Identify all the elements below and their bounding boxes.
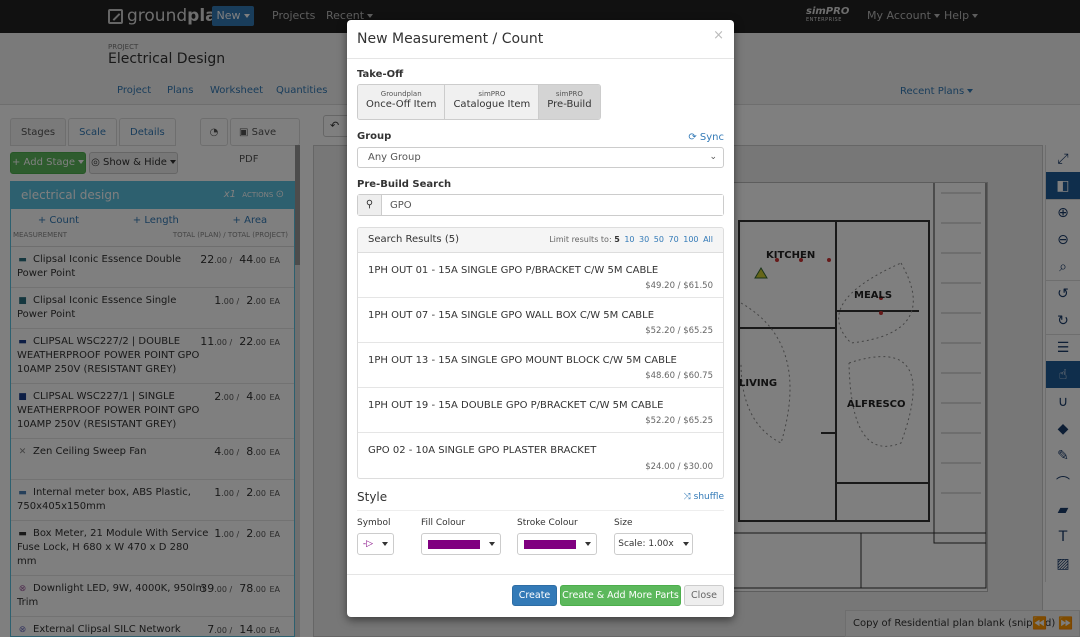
stroke-colour-label: Stroke Colour (517, 518, 578, 528)
symbol-dropdown[interactable]: -▷ (357, 533, 394, 555)
takeoff-once-off-item[interactable]: Groundplan Once-Off Item (358, 85, 446, 119)
results-title: Search Results (5) (368, 234, 459, 245)
limit-option-100[interactable]: 100 (683, 235, 699, 244)
search-icon: ⚲ (358, 195, 382, 215)
fill-colour-label: Fill Colour (421, 518, 466, 528)
group-label: Group (357, 131, 392, 142)
stroke-colour-dropdown[interactable] (517, 533, 597, 555)
chevron-down-icon: ⌄ (709, 152, 717, 162)
size-dropdown[interactable]: Scale: 1.00x (614, 533, 693, 555)
takeoff-label: Take-Off (357, 69, 404, 80)
takeoff-pre-build[interactable]: simPRO Pre-Build (539, 85, 600, 119)
sync-link[interactable]: ⟳ Sync (688, 132, 724, 143)
limit-option-all[interactable]: All (703, 235, 713, 244)
symbol-label: Symbol (357, 518, 391, 528)
shuffle-link[interactable]: ⤨ shuffle (683, 492, 724, 502)
limit-current: 5 (614, 235, 620, 244)
gpo-symbol-icon: -▷ (362, 539, 374, 549)
size-label: Size (614, 518, 633, 528)
takeoff-catalogue-item[interactable]: simPRO Catalogue Item (445, 85, 540, 119)
limit-option-30[interactable]: 30 (639, 235, 650, 244)
fill-colour-swatch (427, 539, 480, 549)
search-result-item[interactable]: 1PH OUT 13 - 15A SINGLE GPO MOUNT BLOCK … (358, 343, 723, 388)
caret-down-icon (682, 542, 689, 546)
fill-colour-dropdown[interactable] (421, 533, 501, 555)
search-result-item[interactable]: 1PH OUT 19 - 15A DOUBLE GPO P/BRACKET C/… (358, 388, 723, 433)
limit-option-50[interactable]: 50 (653, 235, 664, 244)
search-results-panel: Search Results (5) Limit results to: 5 1… (357, 227, 724, 479)
search-result-item[interactable]: 1PH OUT 01 - 15A SINGLE GPO P/BRACKET C/… (358, 253, 723, 298)
new-measurement-modal: New Measurement / Count × Take-Off Groun… (347, 20, 734, 617)
refresh-icon: ⟳ (688, 132, 700, 143)
search-label: Pre-Build Search (357, 179, 452, 190)
close-icon[interactable]: × (713, 28, 724, 43)
create-add-more-button[interactable]: Create & Add More Parts (560, 585, 681, 606)
caret-down-icon (488, 542, 495, 546)
stroke-colour-swatch (523, 539, 576, 549)
limit-results: Limit results to: 5 10 30 50 70 100 All (549, 235, 713, 244)
caret-down-icon (584, 542, 591, 546)
group-select[interactable]: Any Group ⌄ (357, 147, 724, 168)
limit-option-10[interactable]: 10 (624, 235, 635, 244)
takeoff-button-group: Groundplan Once-Off Item simPRO Catalogue … (357, 84, 601, 120)
search-result-item[interactable]: GPO 02 - 10A SINGLE GPO PLASTER BRACKET $… (368, 445, 713, 472)
create-button[interactable]: Create (512, 585, 557, 606)
modal-title: New Measurement / Count (357, 31, 544, 47)
pre-build-search-input[interactable] (382, 195, 723, 215)
pre-build-search: ⚲ (357, 194, 724, 216)
search-result-item[interactable]: 1PH OUT 07 - 15A SINGLE GPO WALL BOX C/W… (358, 298, 723, 343)
limit-option-70[interactable]: 70 (668, 235, 679, 244)
style-heading: Style (357, 490, 388, 504)
close-button[interactable]: Close (684, 585, 724, 606)
caret-down-icon (382, 542, 389, 546)
random-icon: ⤨ (683, 492, 694, 502)
